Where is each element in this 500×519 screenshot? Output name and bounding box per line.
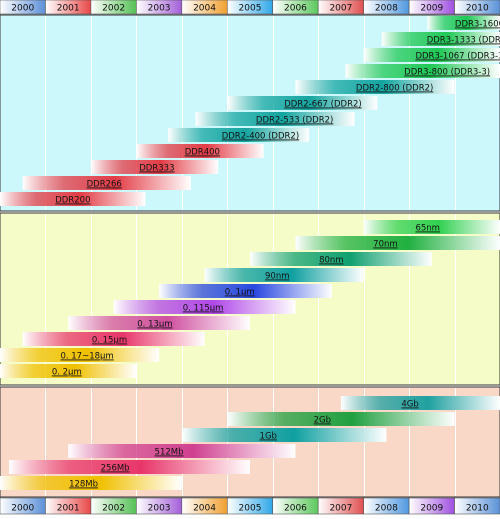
- year-label-2007: 2007: [329, 504, 352, 514]
- year-label-2000: 2000: [11, 504, 34, 514]
- process-nodes-bar: [0, 348, 160, 362]
- capacity-bar: [0, 476, 182, 490]
- year-label-2004: 2004: [193, 4, 216, 14]
- year-label-2009: 2009: [420, 504, 443, 514]
- capacity-bar: [9, 460, 250, 474]
- year-label-2008: 2008: [375, 4, 398, 14]
- memory-standards-bar: [345, 64, 500, 78]
- memory-standards-label: DDR2-400 (DDR2): [222, 132, 299, 142]
- memory-standards-label: DDR2-533 (DDR2): [256, 116, 333, 126]
- year-label-2009: 2009: [420, 4, 443, 14]
- process-nodes-bar: [22, 332, 205, 346]
- process-nodes-bar: [363, 220, 500, 234]
- memory-standards-label: DDR400: [185, 148, 220, 158]
- process-nodes-bar: [204, 268, 364, 282]
- capacity-label: 256Mb: [101, 464, 130, 474]
- memory-standards-label: DDR3-1333 (DDR3-3): [427, 36, 500, 46]
- process-nodes-label: 0. 1μm: [225, 288, 255, 298]
- process-nodes-label: 90nm: [265, 272, 289, 282]
- process-nodes-bar: [159, 284, 332, 298]
- memory-standards-bar: [22, 176, 191, 190]
- process-nodes-bar: [113, 300, 296, 314]
- process-nodes-label: 65nm: [415, 224, 439, 234]
- year-label-2001: 2001: [57, 4, 80, 14]
- memory-standards-bar: [168, 128, 310, 142]
- memory-standards-label: DDR2-667 (DDR2): [284, 100, 361, 110]
- year-label-2006: 2006: [284, 504, 307, 514]
- memory-standards-bar: [363, 48, 500, 62]
- process-nodes-label: 0. 17~18μm: [60, 352, 113, 362]
- year-label-2003: 2003: [148, 504, 171, 514]
- memory-standards-bar: [227, 96, 378, 110]
- capacity-label: 128Mb: [69, 480, 98, 490]
- capacity-bar: [227, 412, 455, 426]
- process-nodes-label: 0. 2μm: [52, 368, 82, 378]
- year-label-2006: 2006: [284, 4, 307, 14]
- year-label-2005: 2005: [239, 504, 262, 514]
- memory-standards-label: DDR3-1600 (DDR3-3): [455, 20, 500, 30]
- year-label-2001: 2001: [57, 504, 80, 514]
- memory-standards-label: DDR333: [139, 164, 174, 174]
- year-label-2002: 2002: [102, 4, 125, 14]
- year-label-2000: 2000: [11, 4, 34, 14]
- year-label-2010: 2010: [466, 4, 489, 14]
- capacity-label: 2Gb: [314, 416, 331, 426]
- memory-standards-label: DDR266: [87, 180, 122, 190]
- memory-standards-label: DDR200: [55, 196, 90, 206]
- process-nodes-bar: [295, 236, 500, 250]
- memory-standards-bar: [295, 80, 455, 94]
- memory-standards-label: DDR3-1067 (DDR3-3): [415, 52, 500, 62]
- memory-standards-bar: [136, 144, 264, 158]
- capacity-bar: [340, 396, 500, 410]
- year-label-2004: 2004: [193, 504, 216, 514]
- memory-standards-bar: [427, 16, 500, 30]
- process-nodes-label: 0. 115μm: [183, 304, 224, 314]
- capacity-label: 512Mb: [155, 448, 184, 458]
- year-label-2010: 2010: [466, 504, 489, 514]
- process-nodes-bar: [0, 364, 137, 378]
- capacity-label: 4Gb: [401, 400, 418, 410]
- process-nodes-label: 0. 13μm: [137, 320, 172, 330]
- year-label-2008: 2008: [375, 504, 398, 514]
- process-nodes-bar: [250, 252, 432, 266]
- year-label-2003: 2003: [148, 4, 171, 14]
- year-label-2002: 2002: [102, 504, 125, 514]
- memory-standards-bar: [0, 192, 146, 206]
- process-nodes-bar: [68, 316, 250, 330]
- process-nodes-label: 70nm: [373, 240, 397, 250]
- memory-standards-bar: [195, 112, 355, 126]
- capacity-bar: [181, 428, 387, 442]
- memory-standards-label: DDR3-800 (DDR3-3): [404, 68, 490, 78]
- memory-standards-label: DDR2-800 (DDR2): [356, 84, 433, 94]
- year-label-2005: 2005: [239, 4, 262, 14]
- memory-standards-bar: [90, 160, 219, 174]
- year-label-2007: 2007: [329, 4, 352, 14]
- capacity-label: 1Gb: [260, 432, 277, 442]
- memory-standards-bar: [381, 32, 500, 46]
- process-nodes-label: 0. 15μm: [92, 336, 127, 346]
- process-nodes-label: 80nm: [319, 256, 343, 266]
- capacity-bar: [68, 444, 296, 458]
